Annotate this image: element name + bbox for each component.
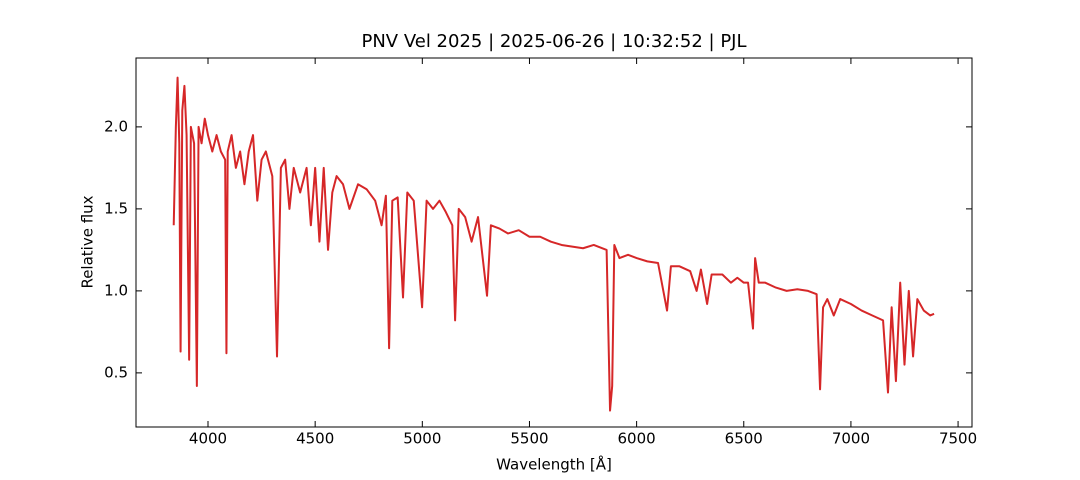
x-tick-label: 6500 [725, 430, 763, 448]
x-tick-label: 4500 [296, 430, 334, 448]
y-tick-label: 2.0 [104, 117, 128, 135]
chart-title: PNV Vel 2025 | 2025-06-26 | 10:32:52 | P… [361, 31, 746, 52]
y-tick-label: 1.5 [104, 199, 128, 217]
plot-frame [135, 57, 973, 428]
x-tick-label: 5000 [403, 430, 441, 448]
x-tick-label: 5500 [510, 430, 548, 448]
x-tick-label: 7500 [939, 430, 977, 448]
x-tick-label: 7000 [832, 430, 870, 448]
x-tick-label: 6000 [618, 430, 656, 448]
x-tick-label: 4000 [189, 430, 227, 448]
y-tick-label: 1.0 [104, 281, 128, 299]
x-axis-label: Wavelength [Å] [496, 455, 612, 474]
y-axis-label: Relative flux [79, 195, 97, 288]
y-tick-label: 0.5 [104, 363, 128, 381]
spectrum-line [172, 76, 935, 412]
